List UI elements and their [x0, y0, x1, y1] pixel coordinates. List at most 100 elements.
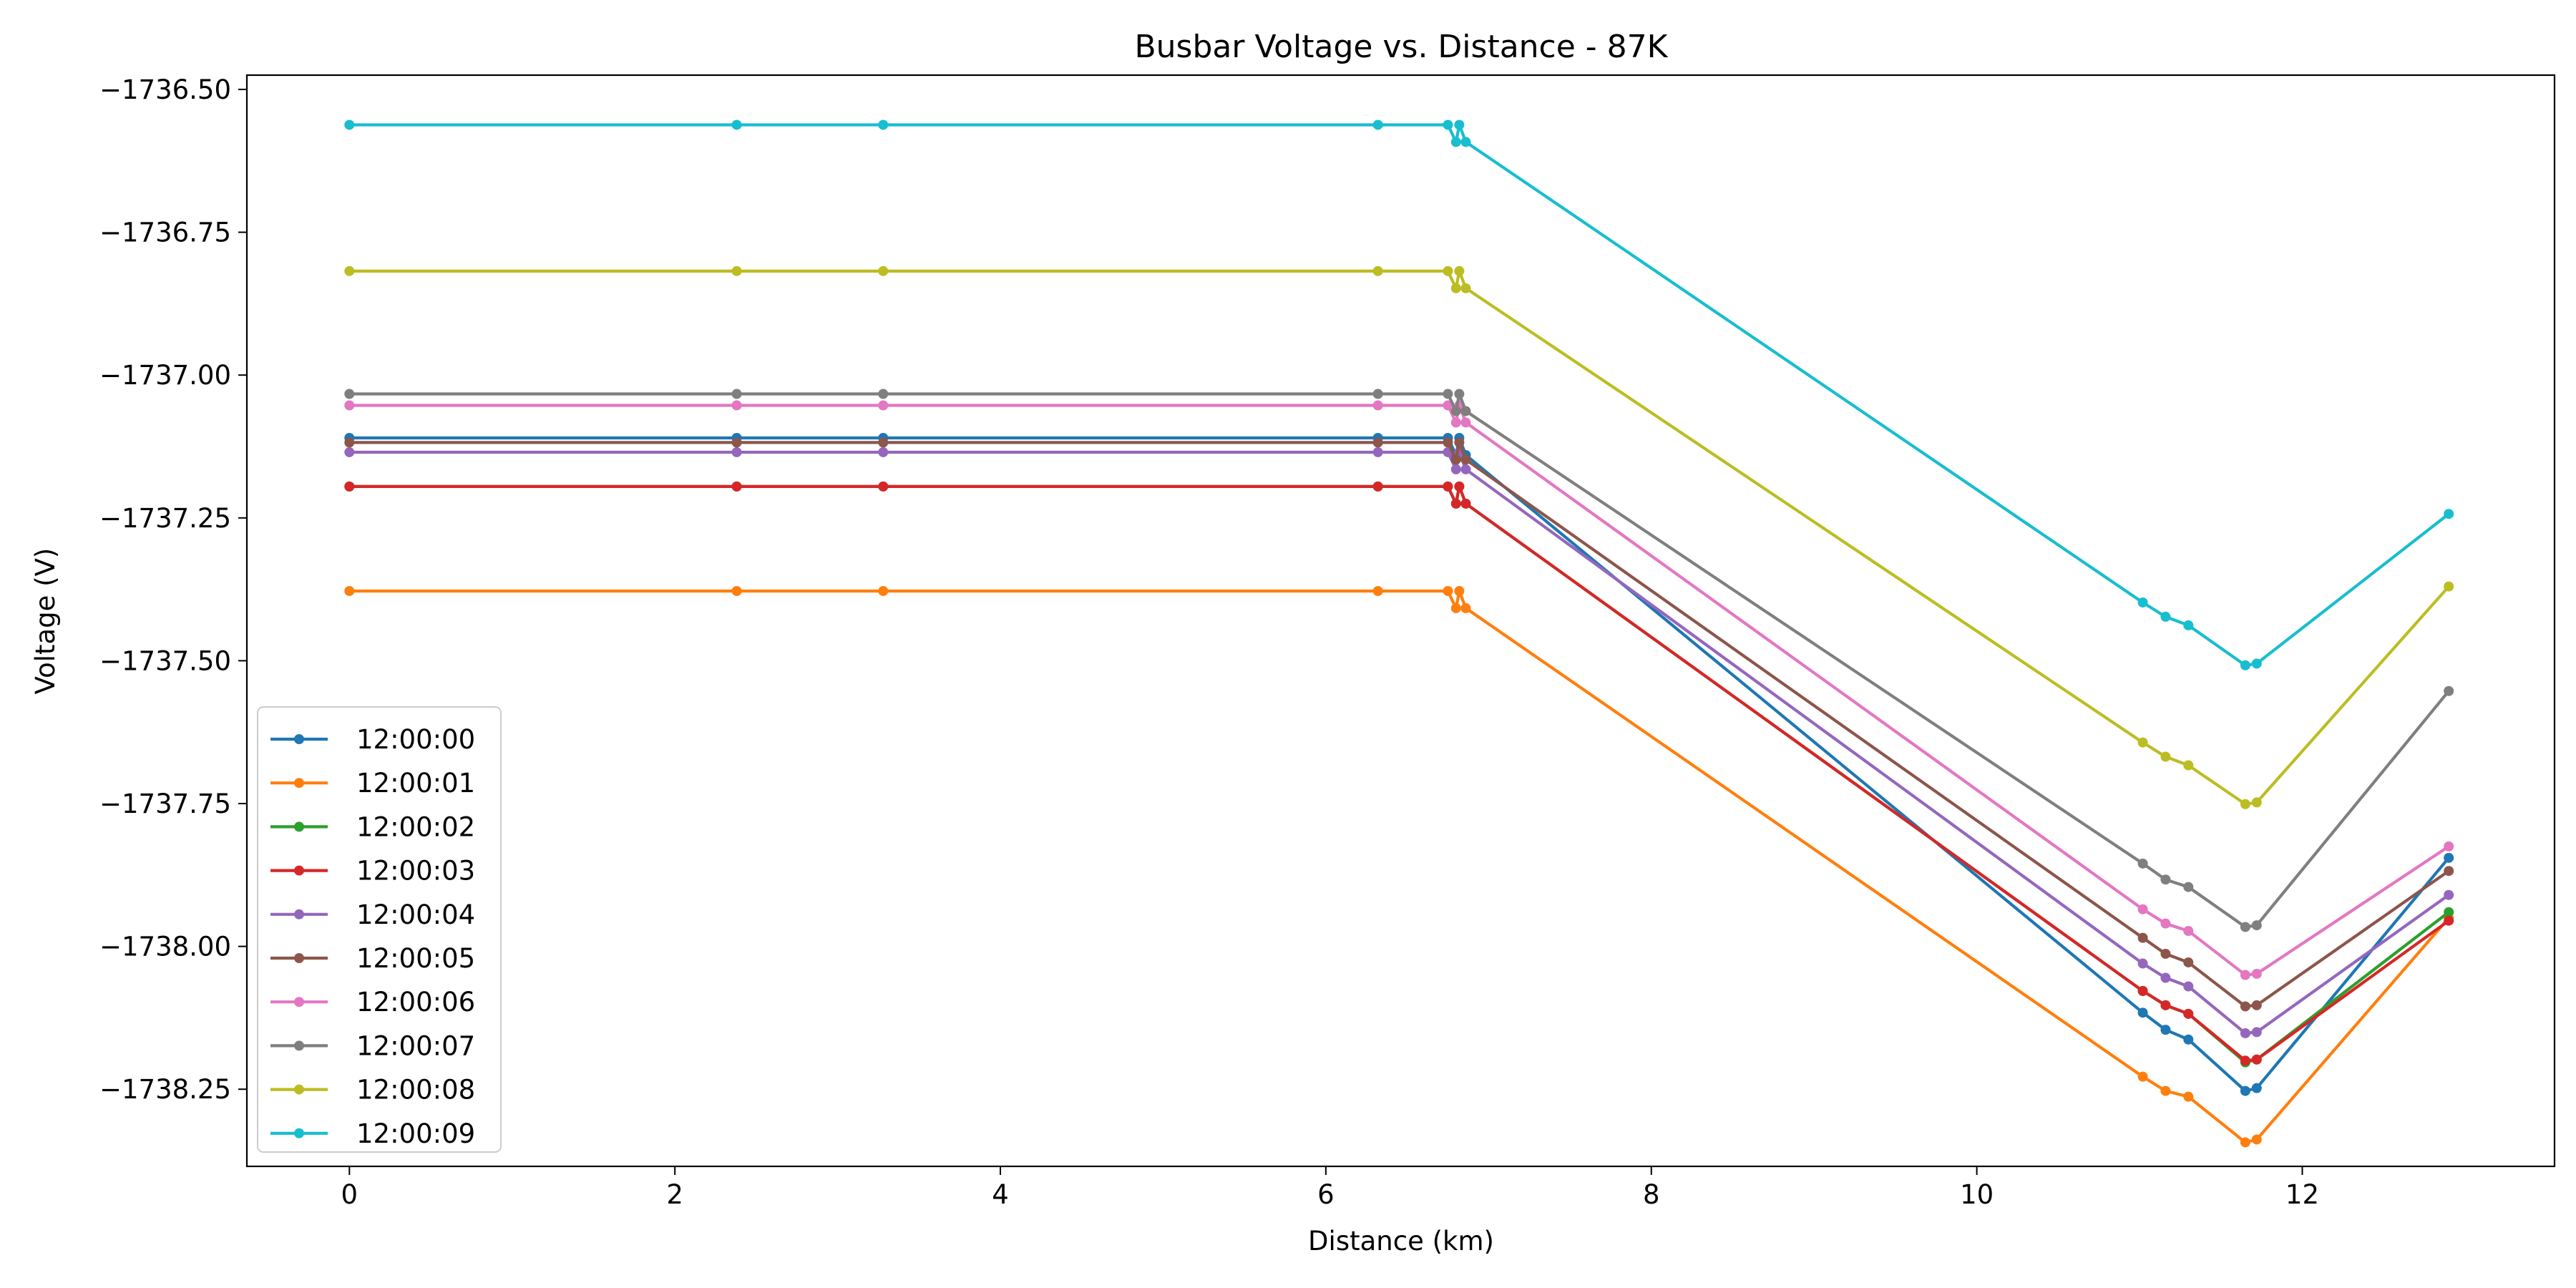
chart-title: Busbar Voltage vs. Distance - 87K [1134, 29, 1668, 65]
x-tick-label: 6 [1317, 1179, 1335, 1210]
data-point [2183, 1034, 2194, 1045]
data-point [344, 585, 355, 596]
legend-marker [294, 1040, 304, 1051]
y-tick-label: −1737.75 [99, 789, 231, 819]
legend: 12:00:00 12:00:01 12:00:02 12:00:03 12:00:04… [257, 706, 502, 1153]
data-point [2251, 1134, 2262, 1145]
data-point [2160, 972, 2171, 983]
data-point [2240, 1001, 2250, 1012]
data-point [2137, 904, 2148, 914]
data-point [1460, 283, 1471, 293]
legend-entry: 12:00:09 [270, 1118, 475, 1149]
data-point [2183, 1008, 2194, 1019]
data-point [344, 437, 355, 448]
data-point [2444, 686, 2454, 696]
data-point [878, 400, 889, 411]
data-point [1372, 389, 1383, 399]
data-point [1460, 406, 1471, 416]
series-line [349, 269, 2450, 806]
x-tick-label: 8 [1643, 1179, 1660, 1210]
data-point [1372, 447, 1383, 457]
series-6 [344, 437, 2454, 1012]
data-point [2240, 799, 2250, 809]
data-point [2444, 509, 2454, 519]
data-point [731, 437, 742, 448]
series-line [349, 123, 2450, 667]
data-point [878, 389, 889, 399]
data-point [344, 389, 355, 399]
y-tick-label: −1737.00 [99, 360, 231, 391]
series-4 [344, 481, 2454, 1066]
data-point [1460, 137, 1471, 147]
data-point [1450, 454, 1461, 465]
series-8 [344, 389, 2454, 932]
legend-label: 12:00:00 [356, 724, 475, 755]
data-point [1450, 283, 1461, 293]
legend-label: 12:00:07 [356, 1030, 475, 1061]
data-point [1443, 119, 1453, 130]
data-point [1450, 417, 1461, 428]
data-point [2160, 874, 2171, 885]
legend-label: 12:00:09 [356, 1118, 475, 1149]
data-point [2183, 1091, 2194, 1102]
plot-series-group [344, 119, 2454, 1148]
data-point [2160, 948, 2171, 959]
y-axis-label: Voltage (V) [30, 548, 61, 695]
data-point [1450, 498, 1461, 509]
data-point [731, 400, 742, 411]
data-point [2160, 1000, 2171, 1010]
y-tick-label: −1736.75 [99, 218, 231, 248]
legend-box [257, 706, 502, 1153]
data-point [1450, 464, 1461, 474]
data-point [1454, 265, 1465, 276]
data-point [1454, 437, 1465, 448]
data-point [2137, 1071, 2148, 1082]
y-tick-label: −1737.25 [99, 503, 231, 534]
legend-marker [294, 909, 304, 919]
x-tick-label: 4 [992, 1179, 1009, 1210]
data-point [2183, 760, 2194, 771]
data-point [731, 119, 742, 130]
data-point [2137, 932, 2148, 943]
series-line [349, 392, 2450, 929]
data-point [2137, 985, 2148, 996]
legend-entry: 12:00:06 [270, 987, 475, 1018]
data-point [2137, 597, 2148, 608]
series-line [349, 589, 2450, 1144]
data-point [1460, 498, 1471, 509]
legend-marker [294, 821, 304, 832]
data-point [2444, 866, 2454, 877]
data-point [2240, 660, 2250, 670]
data-point [2183, 926, 2194, 937]
x-tick-label: 2 [666, 1179, 683, 1210]
data-point [2160, 1085, 2171, 1096]
data-point [1372, 585, 1383, 596]
data-point [878, 437, 889, 448]
legend-marker [294, 734, 304, 744]
series-line [349, 441, 2450, 1008]
legend-entry: 12:00:05 [270, 943, 475, 974]
legend-label: 12:00:02 [356, 811, 475, 842]
data-point [1454, 389, 1465, 399]
data-point [1372, 437, 1383, 448]
data-point [2444, 841, 2454, 852]
data-point [1372, 400, 1383, 411]
data-point [2160, 1025, 2171, 1035]
legend-entry: 12:00:02 [270, 811, 475, 842]
data-point [1450, 137, 1461, 147]
legend-entry: 12:00:00 [270, 724, 475, 755]
data-point [878, 265, 889, 276]
data-point [1460, 417, 1471, 428]
data-point [2137, 858, 2148, 869]
legend-marker [294, 1084, 304, 1095]
data-point [2251, 658, 2262, 669]
legend-entry: 12:00:03 [270, 856, 475, 887]
x-axis-ticks: 0 2 4 6 8 10 12 [341, 1166, 2319, 1210]
data-point [731, 585, 742, 596]
data-point [2444, 915, 2454, 926]
data-point [2160, 611, 2171, 622]
data-point [2240, 1085, 2250, 1096]
data-point [1372, 481, 1383, 492]
data-point [2444, 907, 2454, 917]
